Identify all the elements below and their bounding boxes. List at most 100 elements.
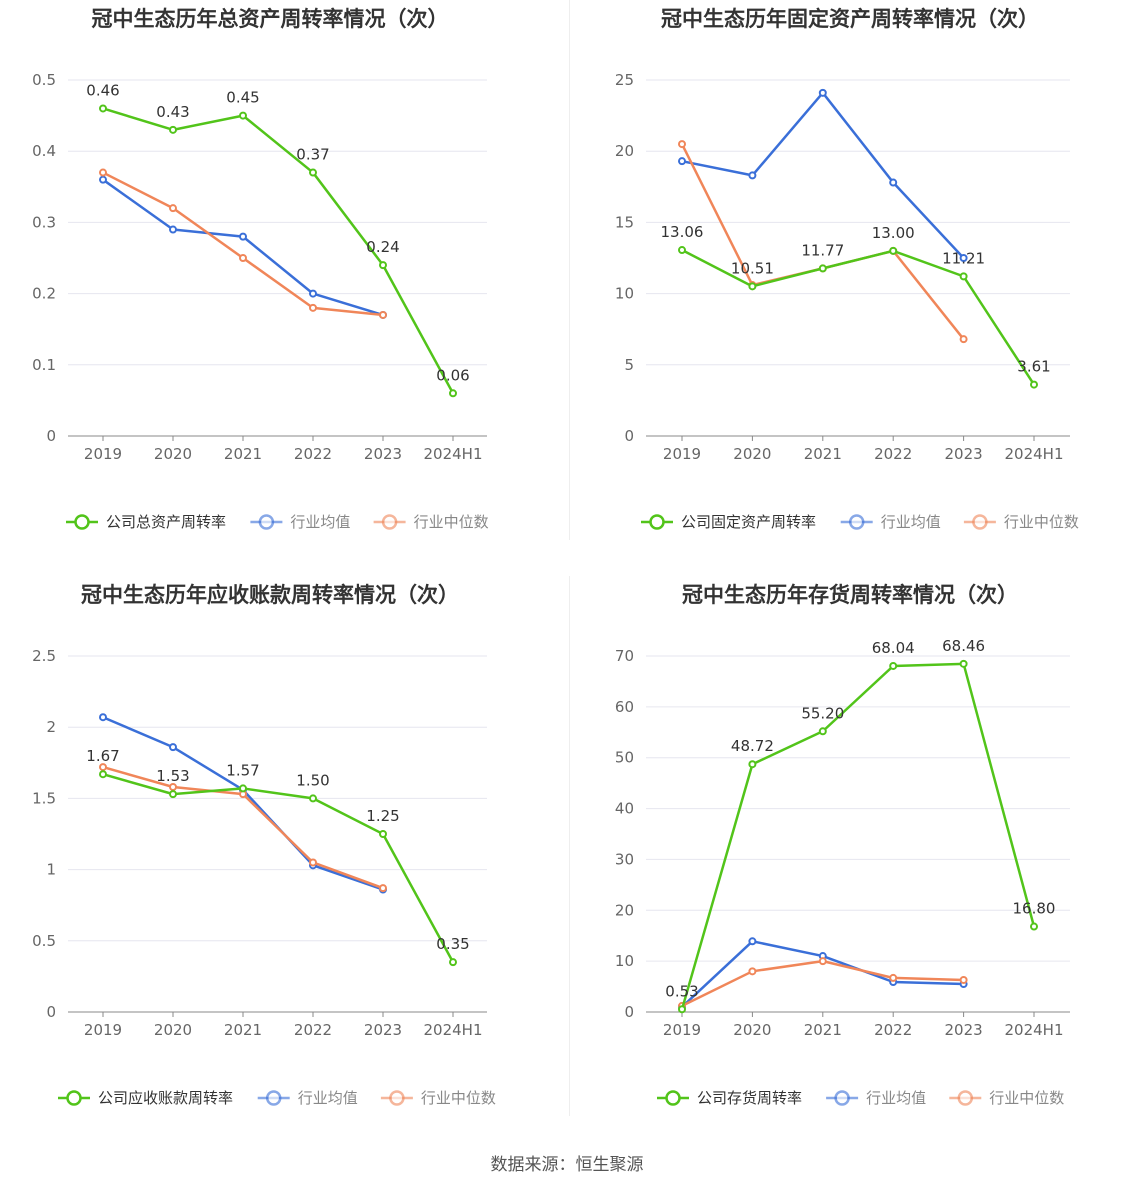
y-tick-label: 30 [615, 850, 634, 868]
data-label: 68.04 [872, 639, 915, 657]
data-label: 11.21 [942, 249, 985, 267]
legend-label: 公司存货周转率 [697, 1089, 802, 1107]
x-tick-label: 2021 [804, 1021, 842, 1039]
data-point-company [169, 125, 177, 134]
chart-title: 冠中生态历年固定资产周转率情况（次） [661, 7, 1039, 31]
y-tick-label: 60 [615, 698, 634, 716]
legend-label: 公司固定资产周转率 [681, 513, 816, 531]
data-label: 1.57 [226, 761, 259, 779]
x-tick-label: 2019 [663, 445, 701, 463]
data-label: 0.06 [436, 366, 469, 384]
x-tick-label: 2023 [364, 1021, 402, 1039]
data-label: 0.43 [156, 103, 189, 121]
legend-item-median[interactable]: 行业中位数 [949, 1089, 1064, 1107]
legend-item-company[interactable]: 公司存货周转率 [657, 1089, 802, 1107]
data-point-company [889, 661, 898, 670]
legend-label: 公司应收账款周转率 [98, 1089, 233, 1107]
data-label: 0.35 [436, 935, 469, 953]
legend-label: 公司总资产周转率 [106, 513, 226, 531]
data-point-median [818, 957, 827, 966]
legend-marker-icon [665, 1090, 681, 1106]
data-point-median [678, 140, 686, 149]
y-tick-label: 1.5 [32, 789, 56, 807]
data-label: 68.46 [942, 637, 985, 655]
y-tick-label: 0 [46, 427, 56, 445]
data-point-median [379, 884, 387, 893]
y-tick-label: 40 [615, 800, 634, 818]
y-tick-label: 10 [615, 952, 634, 970]
data-point-company [748, 760, 757, 769]
data-point-median [959, 335, 968, 344]
chart-title: 冠中生态历年应收账款周转率情况（次） [81, 583, 459, 607]
data-label: 0.53 [665, 982, 698, 1000]
legend-item-company[interactable]: 公司固定资产周转率 [641, 513, 816, 531]
data-label: 0.37 [296, 146, 329, 164]
y-tick-label: 50 [615, 749, 634, 767]
x-tick-label: 2019 [84, 1021, 122, 1039]
x-tick-label: 2022 [874, 1021, 912, 1039]
legend-item-median[interactable]: 行业中位数 [373, 513, 489, 531]
data-point-company [309, 794, 317, 803]
series-line-avg [102, 716, 384, 891]
series-line-company [102, 107, 455, 394]
data-source-note: 数据来源：恒生聚源 [490, 1155, 644, 1175]
chart-panel-fixed-asset-turnover: 冠中生态历年固定资产周转率情况（次） 0 5 10 15 20 25 2019 2020 2021… [567, 0, 1134, 576]
data-point-company [959, 659, 968, 668]
legend-item-company[interactable]: 公司总资产周转率 [66, 513, 226, 531]
data-point-avg [239, 232, 247, 241]
data-label: 0.46 [86, 81, 119, 99]
panel-divider-top [569, 0, 570, 540]
data-point-company [1030, 922, 1038, 931]
legend-marker-icon [265, 1090, 282, 1106]
y-tick-label: 15 [615, 213, 634, 231]
data-point-median [309, 303, 317, 312]
x-tick-label: 2020 [733, 1021, 771, 1039]
x-tick-label: 2022 [294, 1021, 332, 1039]
legend-item-avg[interactable]: 行业均值 [257, 1089, 358, 1107]
series-line-avg [681, 91, 965, 259]
legend-item-company[interactable]: 公司应收账款周转率 [58, 1089, 233, 1107]
y-tick-label: 0.5 [32, 71, 56, 89]
y-tick-label: 0.1 [32, 356, 56, 374]
x-tick-label: 2019 [84, 445, 122, 463]
data-label: 1.25 [366, 807, 399, 825]
x-tick-label: 2024H1 [1005, 445, 1064, 463]
y-tick-label: 2 [46, 718, 56, 736]
legend-item-median[interactable]: 行业中位数 [380, 1089, 496, 1107]
x-tick-label: 2023 [945, 1021, 983, 1039]
legend-marker-icon [972, 514, 988, 530]
y-tick-label: 2.5 [32, 647, 56, 665]
data-point-median [748, 967, 757, 976]
legend-item-avg[interactable]: 行业均值 [250, 513, 350, 531]
x-tick-label: 2022 [294, 445, 332, 463]
data-point-company [818, 264, 827, 273]
chart-svg: 冠中生态历年应收账款周转率情况（次） 0 0.5 1 1.5 2 2.5 2019 2020 20… [32, 583, 496, 1107]
y-tick-label: 0.3 [32, 213, 56, 231]
y-tick-label: 20 [615, 142, 634, 160]
x-tick-label: 2020 [733, 445, 771, 463]
legend-item-median[interactable]: 行业中位数 [963, 513, 1079, 531]
series-line-company [102, 772, 455, 963]
legend-marker-icon [381, 514, 398, 530]
x-tick-label: 2022 [874, 445, 912, 463]
legend-marker-icon [74, 514, 90, 530]
legend-item-avg[interactable]: 行业均值 [826, 1089, 926, 1107]
data-point-company [239, 784, 247, 793]
data-point-company [889, 246, 898, 255]
chart-panel-inventory-turnover: 冠中生态历年存货周转率情况（次） 0 10 20 30 40 50 60 70 2019 2020 2… [567, 576, 1134, 1152]
data-label: 11.77 [801, 241, 844, 259]
data-point-avg [169, 225, 177, 234]
legend-marker-icon [834, 1090, 850, 1106]
x-tick-label: 2021 [224, 445, 262, 463]
y-tick-label: 0.4 [32, 142, 56, 160]
legend-item-avg[interactable]: 行业均值 [840, 513, 941, 531]
chart-panel-receivables-turnover: 冠中生态历年应收账款周转率情况（次） 0 0.5 1 1.5 2 2.5 2019 2020 20… [0, 576, 567, 1152]
data-label: 48.72 [731, 737, 774, 755]
data-point-avg [678, 157, 686, 166]
y-tick-label: 20 [615, 901, 634, 919]
x-tick-label: 2021 [804, 445, 842, 463]
series-line-avg [681, 940, 964, 1008]
data-point-company [449, 389, 457, 398]
series-line-company [681, 248, 1036, 386]
data-label: 0.24 [366, 238, 399, 256]
